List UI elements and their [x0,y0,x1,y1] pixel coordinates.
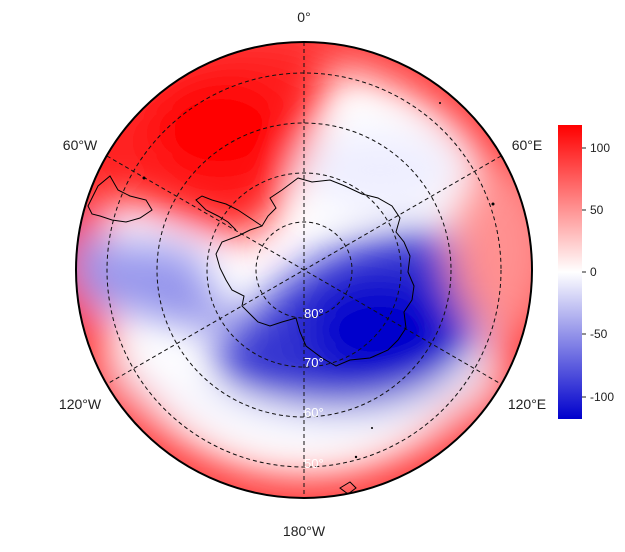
new-zealand-coastline [339,481,357,495]
colorbar-tick-label: 100 [590,141,610,155]
graticule [106,42,502,498]
islands [142,102,495,459]
map-boundary [75,41,533,499]
meridian-60e-120w [106,155,502,385]
lon-label-0: 0° [297,9,310,25]
lat-circle-80 [255,221,353,319]
lat-label-70: 70° [304,355,324,370]
colorbar-tick-label: 50 [590,203,604,217]
antarctic-peninsula [195,195,263,231]
lon-label-60e: 60°E [512,137,543,153]
lon-label-120w: 120°W [59,396,102,412]
colorbar: 100 50 0 -50 -100 [558,125,614,419]
lon-label-60w: 60°W [63,137,98,153]
south-america-coastline [87,175,153,223]
colorbar-tick-label: 0 [590,265,597,279]
colorbar-gradient [558,125,582,419]
anomaly-field [76,42,532,498]
lat-label-60: 60° [304,405,324,420]
lat-label-80: 80° [304,306,324,321]
colorbar-tick-label: -100 [590,390,614,404]
lat-label-50: 50° [304,456,324,471]
colorbar-tick-label: -50 [590,327,608,341]
lat-circle-60 [156,122,452,418]
lat-circle-70 [206,172,402,368]
lon-label-180w: 180°W [283,523,326,539]
lon-label-120e: 120°E [508,396,546,412]
antarctica-coastline [215,177,415,367]
